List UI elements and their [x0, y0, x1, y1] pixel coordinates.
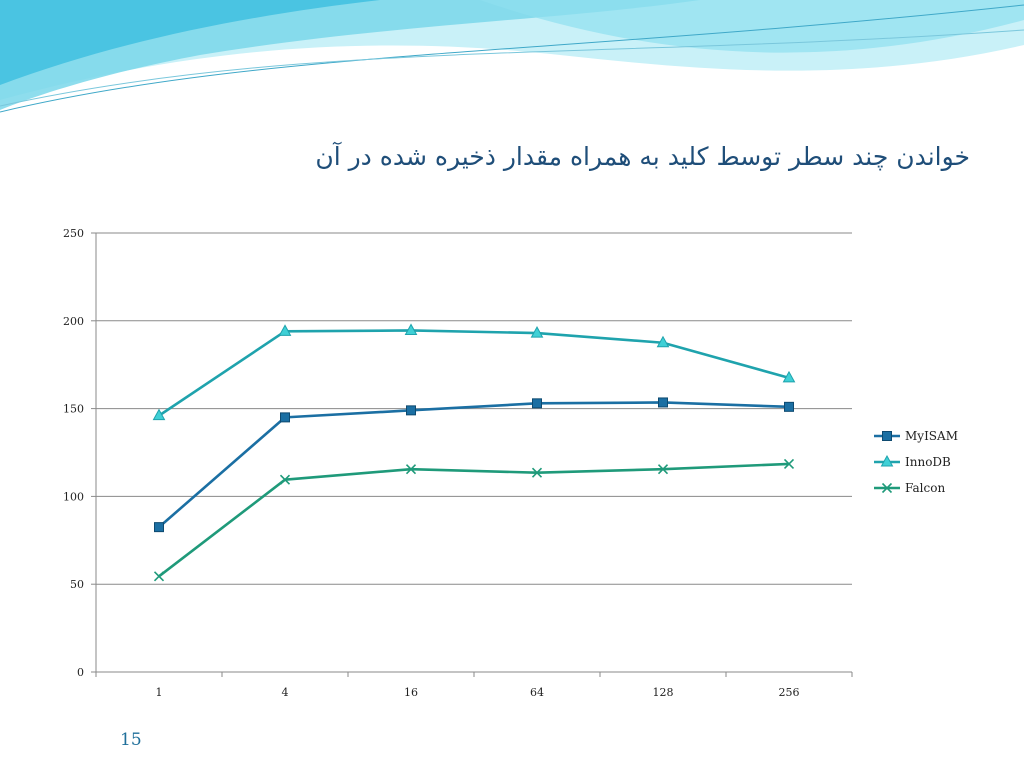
- point-myisam-4: [280, 412, 290, 423]
- x-tick-label-4: 4: [282, 686, 289, 699]
- x-tick-label-16: 16: [404, 686, 418, 699]
- x-tick-label-128: 128: [653, 686, 674, 699]
- point-falcon-128: [657, 464, 669, 475]
- point-myisam-128: [658, 397, 668, 408]
- legend-label-innodb: InnoDB: [905, 455, 951, 469]
- legend-label-myisam: MyISAM: [905, 429, 958, 443]
- x-tick-label-1: 1: [156, 686, 163, 699]
- point-innodb-64: [530, 326, 544, 338]
- point-myisam-64: [532, 398, 542, 409]
- legend-marker-myisam: [882, 431, 892, 441]
- point-falcon-64: [531, 467, 543, 478]
- page-number: 15: [120, 730, 142, 750]
- point-falcon-4: [279, 474, 291, 485]
- y-tick-label-50: 50: [70, 578, 84, 591]
- point-myisam-16: [406, 405, 416, 416]
- point-innodb-16: [404, 323, 418, 335]
- y-tick-label-250: 250: [63, 227, 84, 240]
- point-falcon-256: [783, 458, 795, 469]
- x-tick-label-256: 256: [779, 686, 800, 699]
- legend-marker-innodb: [880, 454, 894, 467]
- slide-title: خواندن چند سطر توسط کلید به همراه مقدار …: [315, 142, 970, 171]
- series-line-innodb: [158, 329, 790, 417]
- point-myisam-256: [784, 401, 794, 412]
- point-innodb-4: [278, 324, 292, 336]
- point-innodb-128: [656, 335, 670, 348]
- series-line-falcon: [158, 462, 790, 578]
- series-line-myisam: [158, 401, 790, 529]
- point-falcon-16: [405, 464, 417, 475]
- y-tick-label-0: 0: [77, 666, 84, 679]
- point-myisam-1: [154, 522, 164, 533]
- legend-label-falcon: Falcon: [905, 481, 945, 495]
- y-tick-label-100: 100: [63, 490, 84, 503]
- point-falcon-1: [153, 571, 165, 582]
- header-wave-decoration: [0, 0, 1024, 113]
- point-innodb-256: [782, 370, 796, 383]
- y-tick-label-200: 200: [63, 315, 84, 328]
- legend-marker-falcon: [881, 482, 893, 494]
- y-tick-label-150: 150: [63, 403, 84, 416]
- point-innodb-1: [152, 408, 166, 421]
- x-tick-label-64: 64: [530, 686, 544, 699]
